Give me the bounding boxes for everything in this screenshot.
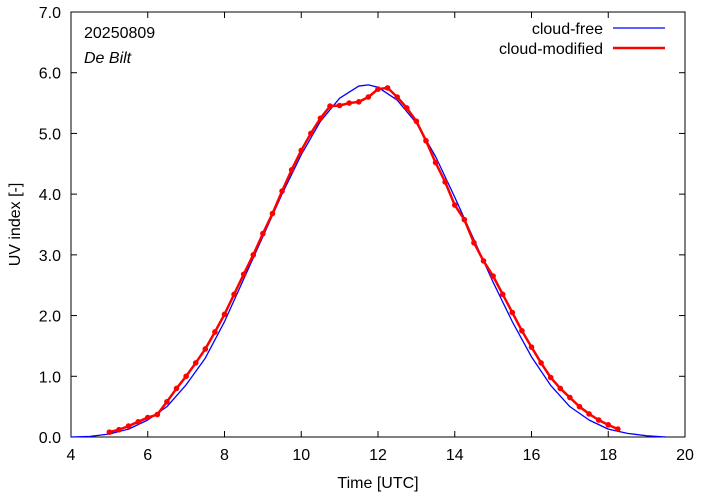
- data-point-cloud-modified: [394, 94, 400, 100]
- y-axis-title: UV index [-]: [7, 183, 24, 267]
- y-tick-label: 7.0: [39, 5, 61, 22]
- data-point-cloud-modified: [567, 394, 573, 401]
- data-point-cloud-modified: [317, 115, 324, 122]
- data-point-cloud-modified: [519, 327, 525, 334]
- data-point-cloud-modified: [327, 103, 333, 109]
- data-point-cloud-modified: [490, 273, 496, 279]
- data-point-cloud-modified: [451, 202, 458, 208]
- data-point-cloud-modified: [509, 309, 516, 316]
- data-point-cloud-modified: [442, 179, 448, 185]
- data-point-cloud-modified: [250, 252, 257, 258]
- legend-label-cloud-free: cloud-free: [532, 21, 603, 38]
- data-point-cloud-modified: [586, 411, 592, 417]
- x-tick-label: 4: [67, 447, 76, 464]
- data-point-cloud-modified: [346, 100, 353, 106]
- data-point-cloud-modified: [144, 414, 151, 421]
- data-point-cloud-modified: [288, 167, 295, 173]
- date-annotation: 20250809: [84, 25, 155, 42]
- data-point-cloud-modified: [116, 426, 122, 433]
- data-point-cloud-modified: [106, 429, 113, 435]
- axis-tick-labels: 4 6 8 10 12 14 16 18 20 0.0 1.0 2.0 3.0 4.0 5.0 6.0 7.0: [39, 5, 694, 464]
- data-point-cloud-modified: [615, 426, 621, 432]
- plot-frame: [70, 11, 686, 438]
- legend: cloud-free cloud-modified: [499, 21, 665, 58]
- data-point-cloud-modified: [202, 346, 209, 352]
- y-tick-label: 6.0: [39, 66, 61, 83]
- data-point-cloud-modified: [480, 258, 487, 264]
- data-point-cloud-modified: [269, 210, 276, 217]
- data-point-cloud-modified: [605, 422, 612, 428]
- data-point-cloud-modified: [595, 417, 602, 423]
- data-point-cloud-modified: [260, 230, 266, 237]
- data-point-cloud-modified: [221, 311, 228, 318]
- data-point-cloud-modified: [336, 102, 343, 109]
- data-point-cloud-modified: [356, 99, 362, 105]
- x-tick-label: 10: [292, 447, 310, 464]
- data-point-cloud-modified: [499, 291, 506, 298]
- x-tick-label: 20: [676, 447, 694, 464]
- data-point-cloud-modified: [413, 118, 420, 125]
- data-point-cloud-modified: [231, 291, 237, 298]
- y-tick-label: 4.0: [39, 187, 61, 204]
- data-point-cloud-modified: [528, 344, 535, 350]
- data-point-cloud-modified: [173, 385, 180, 392]
- data-point-cloud-modified: [423, 137, 429, 144]
- data-point-cloud-modified: [279, 188, 285, 194]
- location-annotation: De Bilt: [84, 50, 132, 67]
- data-point-cloud-modified: [240, 271, 247, 278]
- data-point-cloud-modified: [164, 398, 170, 405]
- axis-ticks: [70, 11, 686, 438]
- x-tick-label: 16: [523, 447, 541, 464]
- data-point-cloud-modified: [298, 147, 305, 154]
- data-point-cloud-modified: [384, 85, 391, 91]
- y-tick-label: 1.0: [39, 369, 61, 386]
- data-point-cloud-modified: [432, 159, 439, 166]
- x-tick-label: 18: [599, 447, 617, 464]
- y-tick-label: 3.0: [39, 248, 61, 265]
- x-tick-label: 14: [446, 447, 464, 464]
- series-line-cloud-modified: [108, 86, 620, 434]
- data-point-cloud-modified: [212, 329, 218, 335]
- series-layer: [70, 84, 667, 438]
- x-tick-label: 12: [369, 447, 387, 464]
- data-point-cloud-modified: [192, 360, 199, 366]
- data-point-cloud-modified: [576, 403, 583, 410]
- y-tick-label: 2.0: [39, 309, 61, 326]
- data-point-cloud-modified: [135, 419, 141, 425]
- data-point-cloud-modified: [125, 423, 132, 429]
- data-point-cloud-modified: [557, 385, 564, 392]
- data-point-cloud-modified: [538, 360, 544, 366]
- y-tick-label: 0.0: [39, 430, 61, 447]
- legend-label-cloud-modified: cloud-modified: [499, 41, 603, 58]
- data-point-cloud-modified: [308, 130, 314, 137]
- data-point-cloud-modified: [403, 105, 410, 111]
- data-point-cloud-modified: [547, 374, 554, 381]
- data-point-cloud-modified: [471, 239, 477, 246]
- data-point-cloud-modified: [365, 94, 372, 100]
- series-line-cloud-free: [70, 84, 667, 438]
- y-tick-label: 5.0: [39, 126, 61, 143]
- data-point-cloud-modified: [461, 216, 468, 223]
- data-point-cloud-modified: [375, 86, 381, 92]
- x-axis-title: Time [UTC]: [337, 475, 418, 492]
- x-tick-label: 8: [220, 447, 229, 464]
- x-tick-label: 6: [143, 447, 152, 464]
- data-point-cloud-modified: [183, 373, 189, 380]
- data-point-cloud-modified: [154, 411, 161, 418]
